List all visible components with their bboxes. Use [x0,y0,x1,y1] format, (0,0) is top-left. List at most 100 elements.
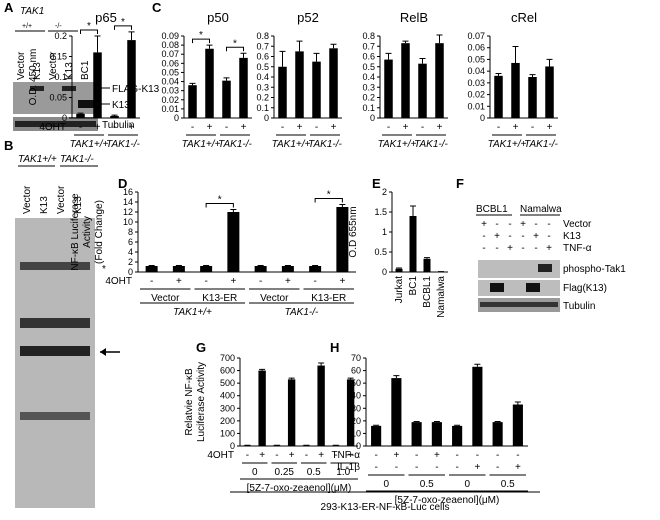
cell-line: Namalwa [520,204,562,215]
error-bar [128,31,135,41]
y-tick-label: 0.4 [256,72,269,82]
sign: + [494,231,500,242]
sign: + [515,462,521,473]
sign: - [496,450,499,461]
y-tick-label: 0.8 [256,31,269,41]
group-label: Vector [260,293,289,304]
error-bar [436,34,443,44]
sign: - [547,231,550,242]
group-label: TAK1-/- [285,307,319,318]
bar [278,66,287,118]
error-bar [175,265,182,266]
sign: - [495,243,498,254]
bar [172,266,185,272]
panel-letter: F [456,176,464,191]
y-tick-label: 0.8 [362,31,375,41]
error-bar [111,114,118,116]
y-tick-label: 2 [382,187,387,197]
y-tick-label: 0.1 [362,103,375,113]
significance-bracket [192,38,210,44]
y-tick-label: 14 [123,197,133,207]
bar [435,43,444,118]
bar [452,425,463,446]
sign: - [497,122,500,133]
error-bar [312,265,319,266]
group-label: 0.5 [501,479,515,490]
sign: + [520,219,526,230]
y-tick-label: 30 [351,403,361,413]
y-tick-label: 12 [123,207,133,217]
bar [222,80,231,118]
sign: - [534,243,537,254]
lane-label: Vector [56,185,67,214]
y-tick-label: 0.15 [49,52,67,62]
group-label: 0.5 [420,479,434,490]
significance-label: * [87,21,91,32]
bar [200,266,213,272]
error-bar [94,35,101,53]
panel-letter: E [372,176,381,191]
chart-title: p52 [297,10,319,25]
error-bar [413,420,420,423]
group-label: TAK1-/- [414,139,448,150]
sign: + [297,122,303,133]
bar [281,266,294,272]
error-bar [77,112,84,114]
group-label: TAK1+/+ [272,139,311,150]
y-tick-label: 50 [351,378,361,388]
genotype: TAK1+/+ [18,154,57,165]
genotype: -/- [55,23,62,30]
sign: - [374,462,377,473]
bar [145,266,158,272]
bar [287,379,296,446]
y-tick-label: 0.05 [161,67,179,77]
bar [371,425,382,446]
sign: - [225,122,228,133]
group-label: TAK1+/+ [378,139,417,150]
bar [423,258,431,272]
treatments: + - - + - - Vector- + - - + - K13- - + - - + TNF-α [481,219,592,254]
y-tick-label: 0.5 [374,247,387,257]
y-tick-label: 1.5 [374,207,387,217]
error-bar [203,265,210,266]
sign: - [455,462,458,473]
y-tick-label: 700 [220,353,235,363]
bar [384,59,393,118]
y-tick-label: 6 [128,237,133,247]
treatment-label: K13 [563,231,581,242]
group-label: TAK1-/- [524,139,558,150]
sign: - [521,231,524,242]
significance-label: * [327,190,331,201]
group-label: K13-ER [311,293,346,304]
panel-letter: H [330,340,339,355]
band-label: Tubulin [563,301,595,312]
significance-bracket [226,46,244,52]
blot-title: TAK1 [20,6,44,17]
sign: + [318,450,324,461]
error-bar [514,401,521,405]
y-tick-label: 1 [382,227,387,237]
y-tick-label: 8 [128,227,133,237]
y-tick-label: 600 [220,366,235,376]
genotype: +/+ [22,23,32,30]
group-label: 0.25 [275,467,295,478]
lane-label: K13 [39,196,50,214]
y-tick-label: 200 [220,416,235,426]
y-tick-label: 0 [174,113,179,123]
bar [401,43,410,118]
bar [188,85,197,118]
error-bar [330,43,337,49]
y-tick-label: 0.1 [256,103,269,113]
error-bar [223,77,230,81]
y-axis-label: Relatvie NF-κB [184,368,195,436]
y-tick-label: 4 [128,247,133,257]
sign: - [455,450,458,461]
group-label: 0 [383,479,389,490]
y-tick-label: 0.5 [362,62,375,72]
sign: + [289,450,295,461]
error-bar [385,52,392,60]
y-tick-label: 40 [351,391,361,401]
panel-letter: C [152,0,162,15]
band [20,346,90,356]
genotype: TAK1-/- [60,154,94,165]
